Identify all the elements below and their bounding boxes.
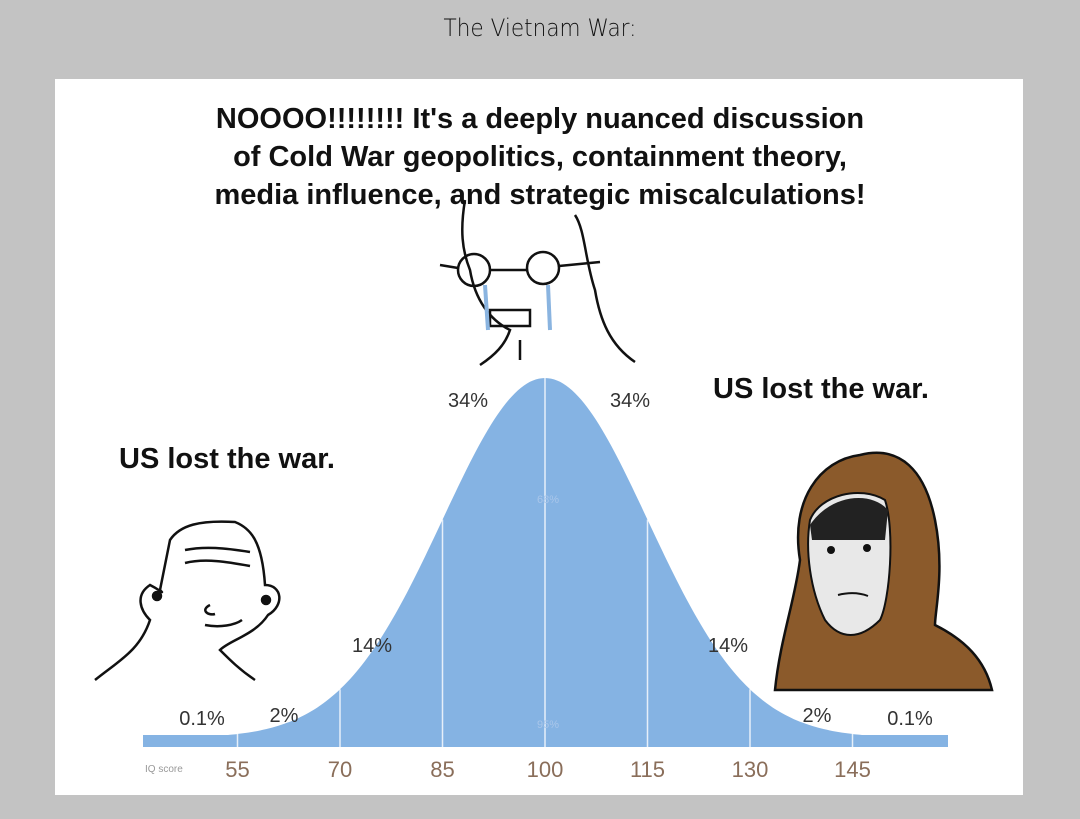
right-caption: US lost the war. bbox=[713, 373, 929, 405]
x-tick-label: 70 bbox=[328, 757, 352, 782]
center-caption-line: media influence, and strategic miscalcul… bbox=[214, 179, 866, 211]
x-tick-label: 115 bbox=[630, 757, 665, 782]
left-caption: US lost the war. bbox=[119, 443, 335, 475]
x-tick-label: 55 bbox=[225, 757, 249, 782]
segment-percent-label: 2% bbox=[803, 705, 832, 727]
center-crying-wojak-figure bbox=[439, 199, 636, 367]
center-caption-line: NOOOO!!!!!!!! It's a deeply nuanced disc… bbox=[215, 103, 865, 135]
x-tick-label: 100 bbox=[527, 757, 564, 782]
segment-percent-label: 14% bbox=[352, 635, 392, 657]
left-wojak-figure bbox=[94, 520, 281, 682]
segment-percent-label: 0.1% bbox=[887, 708, 933, 730]
meme-title: The Vietnam War: bbox=[443, 14, 637, 42]
inner-percent-label: 68% bbox=[537, 494, 559, 506]
center-caption: NOOOO!!!!!!!! It's a deeply nuanced disc… bbox=[0, 100, 1080, 214]
segment-percent-label: 2% bbox=[270, 705, 299, 727]
segment-percent-label: 34% bbox=[448, 390, 488, 412]
center-caption-line: of Cold War geopolitics, containment the… bbox=[233, 141, 847, 173]
x-tick-label: 130 bbox=[732, 757, 769, 782]
right-hooded-figure bbox=[773, 451, 994, 692]
segment-percent-label: 34% bbox=[610, 390, 650, 412]
segment-percent-label: 14% bbox=[708, 635, 748, 657]
x-axis-label: IQ score bbox=[145, 764, 183, 775]
x-tick-label: 145 bbox=[834, 757, 871, 782]
segment-percent-label: 0.1% bbox=[179, 708, 225, 730]
x-tick-label: 85 bbox=[430, 757, 454, 782]
inner-percent-label: 95% bbox=[537, 719, 559, 731]
